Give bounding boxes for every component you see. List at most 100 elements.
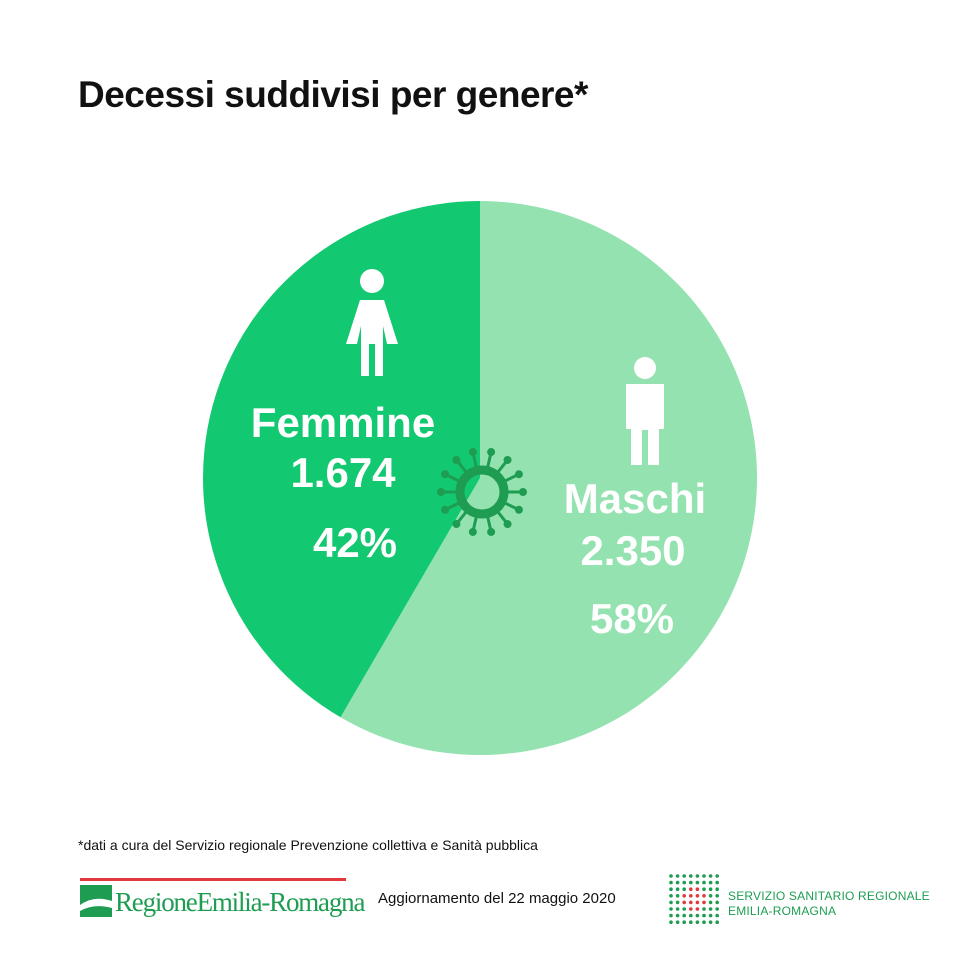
chart-title: Decessi suddivisi per genere* [78,74,588,115]
ssr-dot [675,920,680,924]
ssr-dot [675,880,680,885]
logo-red-bar [80,878,346,881]
ssr-dot [675,887,680,891]
femmine-percent: 42% [312,519,398,566]
ssr-dot [715,874,719,878]
ssr-dot [708,907,713,911]
ssr-dot [689,913,693,918]
virus-spike-tip [441,505,450,514]
ssr-dot [708,920,713,924]
ssr-dots-icon [669,874,719,924]
virus-spike [447,501,460,510]
ssr-dot [715,894,719,898]
virus-spike [497,461,507,473]
virus-spike-tip [452,455,461,464]
ssr-dot [675,900,680,905]
virus-spike [457,511,467,523]
ssr-dot [689,920,693,924]
ssr-dot [682,913,686,918]
femmine-value: 1.674 [290,449,396,496]
logo-text-emilia-romagna: Emilia-Romagna [196,887,366,917]
ssr-dot [689,874,693,878]
ssr-dot [695,900,700,905]
ssr-dot [702,887,706,891]
ssr-dot [689,907,693,911]
pie-slice-maschi [340,201,757,755]
ssr-dot [708,900,713,905]
man-icon [626,357,664,465]
ssr-dot [669,900,673,905]
virus-spike-tip [487,448,496,457]
ssr-dot [695,874,700,878]
ssr-dot [669,874,673,878]
virus-spike-tip [503,455,512,464]
virus-spike [447,474,460,483]
virus-spike-tip [514,470,523,479]
ssr-dot [669,880,673,885]
ssr-dot [675,874,680,878]
virus-spike-tip [468,527,477,536]
ssr-dot [675,894,680,898]
ssr-dot [695,894,700,898]
ssr-dot [708,887,713,891]
ssr-dot [669,887,673,891]
pie-slice-femmine [203,201,480,718]
virus-spike [504,501,517,510]
footnote: *dati a cura del Servizio regionale Prev… [78,837,538,853]
region-flag-icon [80,885,112,917]
ssr-dot [695,913,700,918]
virus-spike [486,517,492,530]
pie-slices [203,201,757,755]
ssr-dot [708,874,713,878]
ssr-dot [682,900,686,905]
update-date: Aggiornamento del 22 maggio 2020 [378,890,616,907]
virus-spike-tip [514,505,523,514]
ssr-dot [702,874,706,878]
ssr-dot [682,887,686,891]
ssr-dot [715,900,719,905]
virus-spike-tip [437,488,445,496]
ssr-dot [715,920,719,924]
ssr-dot [702,880,706,885]
ssr-dot [695,920,700,924]
ssr-dot [708,880,713,885]
ssr-dot [682,874,686,878]
ssr-dot [675,907,680,911]
ssr-dot [669,920,673,924]
ssr-dot [702,920,706,924]
virus-spike-tip [452,520,461,529]
virus-spike [497,511,507,523]
ssr-dot [702,913,706,918]
femmine-label: Femmine [250,399,436,446]
ssr-dot [702,894,706,898]
virus-spike [486,454,492,467]
ssr-dot [708,894,713,898]
ssr-dot [669,907,673,911]
ssr-dot [689,900,693,905]
ssr-dot [689,880,693,885]
virus-spike-tip [487,527,496,536]
ssr-dot [689,894,693,898]
ssr-line1: SERVIZIO SANITARIO REGIONALE [728,889,930,903]
maschi-label: Maschi [563,475,707,522]
ssr-dot [702,907,706,911]
woman-icon [346,269,398,376]
maschi-value: 2.350 [580,527,686,574]
virus-spike [504,474,517,483]
regione-emilia-romagna-logo: RegioneEmilia-Romagna [80,878,365,918]
ssr-line2: EMILIA-ROMAGNA [728,904,837,918]
virus-spike [472,517,478,530]
logo-text: RegioneEmilia-Romagna [115,887,366,918]
virus-spike-tip [441,470,450,479]
virus-spike [457,461,467,473]
virus-spike [472,454,478,467]
ssr-dot [675,913,680,918]
ssr-dot [669,894,673,898]
virus-body [455,465,509,519]
virus-spike-tip [519,488,527,496]
ssr-dot [682,880,686,885]
ssr-dot [695,907,700,911]
ssr-dot [682,920,686,924]
ssr-dot [702,900,706,905]
